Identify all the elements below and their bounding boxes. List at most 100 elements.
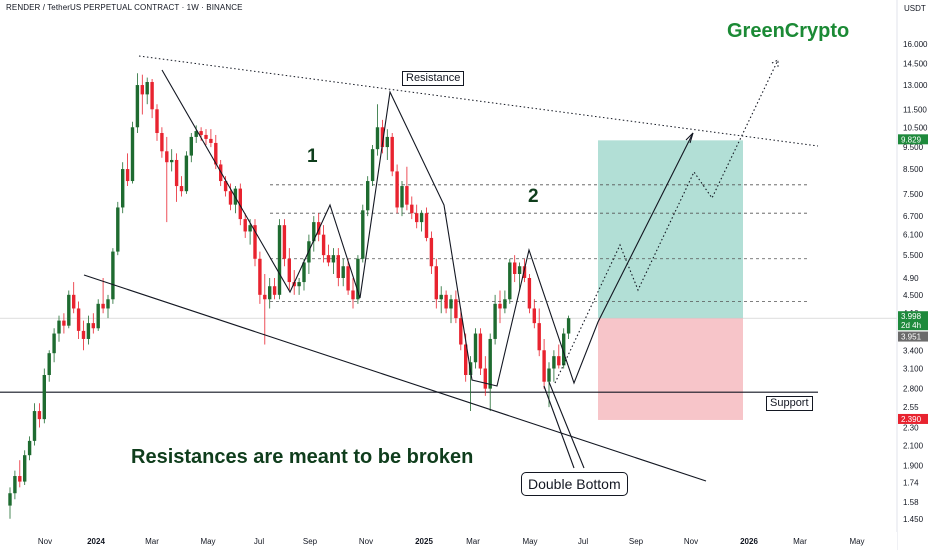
candle	[297, 277, 301, 295]
candle	[483, 356, 487, 396]
price-tick-label: 1.74	[903, 479, 919, 488]
price-tick-label: 3.100	[903, 365, 924, 374]
price-tag: 2d 4h	[901, 321, 921, 330]
price-tick-label: 2.30	[903, 424, 919, 433]
candle-body	[57, 320, 61, 334]
price-tick-label: 4.90	[903, 274, 919, 283]
candle-body	[135, 85, 140, 128]
price-axis[interactable]: USDT 16.000 14.500 13.000 11.500 10.500 9.500 8…	[896, 0, 932, 550]
trend-drawings	[83, 55, 819, 482]
candle	[27, 436, 32, 461]
lower-trendline	[83, 274, 707, 482]
candle	[209, 129, 213, 148]
candle-body	[238, 188, 242, 220]
candle	[346, 258, 350, 295]
candle	[155, 104, 159, 141]
candle-body	[27, 440, 32, 456]
candle	[366, 176, 370, 217]
candle-body	[366, 181, 370, 211]
candle	[434, 258, 438, 309]
candle	[76, 301, 81, 339]
candle	[62, 313, 66, 334]
candle	[562, 328, 566, 369]
time-tick-label: Mar	[466, 537, 480, 546]
candle	[537, 308, 541, 357]
candle-body	[145, 82, 149, 95]
candle-body	[223, 181, 228, 192]
price-axis-bg	[897, 0, 932, 550]
candle-body	[552, 356, 556, 369]
candle-body	[101, 303, 105, 309]
candle-body	[429, 237, 434, 267]
candle-body	[537, 323, 541, 351]
candle	[508, 258, 512, 304]
resistance-trendline	[138, 55, 819, 147]
candle	[400, 181, 404, 217]
candle-body	[243, 219, 247, 232]
candle	[312, 216, 316, 252]
price-tick-label: 14.500	[903, 59, 928, 68]
candle-body	[351, 290, 355, 300]
candle	[111, 248, 115, 304]
candle-body	[434, 266, 438, 300]
candle-body	[170, 159, 174, 163]
candle-body	[209, 138, 213, 143]
candle	[37, 403, 42, 428]
candle-body	[81, 330, 86, 339]
candle	[160, 127, 164, 158]
candle	[268, 277, 272, 309]
candle	[473, 328, 478, 369]
candle-body	[513, 262, 517, 274]
price-tick-label: 2.100	[903, 442, 924, 451]
candle-body	[415, 213, 419, 223]
candle	[13, 470, 17, 500]
candle-body	[62, 320, 66, 326]
price-tick-label: 1.900	[903, 461, 924, 470]
candle-body	[52, 333, 56, 354]
candle	[356, 255, 360, 304]
candle-body	[503, 299, 507, 309]
candle-body	[214, 142, 218, 165]
candle	[557, 344, 561, 369]
candle-body	[488, 338, 492, 389]
arrow-head-solid	[685, 132, 694, 144]
candle-body	[361, 210, 365, 259]
candle	[57, 315, 61, 342]
candle	[184, 151, 189, 194]
price-tick-label: 6.700	[903, 212, 924, 221]
candle-body	[47, 353, 51, 376]
time-tick-label: May	[522, 537, 537, 546]
candle	[81, 320, 86, 351]
double-bottom-pointer-2	[548, 381, 585, 469]
candle-body	[346, 266, 350, 291]
candle-body	[562, 333, 566, 366]
candle	[165, 136, 169, 223]
candle	[253, 219, 257, 267]
candle-body	[277, 225, 282, 295]
price-axis-unit: USDT	[904, 4, 926, 13]
candle-body	[194, 131, 198, 137]
time-tick-label: Sep	[303, 537, 318, 546]
candle-body	[326, 255, 331, 263]
time-tick-label: Nov	[684, 537, 698, 546]
candle	[263, 273, 267, 345]
candle	[488, 333, 492, 412]
candle-body	[13, 476, 17, 494]
time-tick-label: 2024	[87, 537, 105, 546]
wave-label-2: 2	[528, 186, 539, 207]
headline-annotation: Resistances are meant to be broken	[131, 446, 474, 468]
candle-body	[199, 131, 203, 135]
candle	[351, 277, 355, 309]
candle-body	[160, 133, 164, 152]
candle	[125, 153, 130, 187]
candle	[429, 231, 434, 274]
candle	[42, 368, 46, 424]
time-tick-label: Mar	[145, 537, 159, 546]
candle-body	[72, 294, 76, 309]
price-tick-label: 10.500	[903, 123, 928, 132]
candle	[566, 315, 571, 339]
candle	[145, 77, 149, 105]
candle	[8, 487, 12, 519]
time-axis[interactable]: Nov 2024 Mar May Jul Sep Nov 2025 Mar May Jul Sep No…	[0, 532, 897, 550]
